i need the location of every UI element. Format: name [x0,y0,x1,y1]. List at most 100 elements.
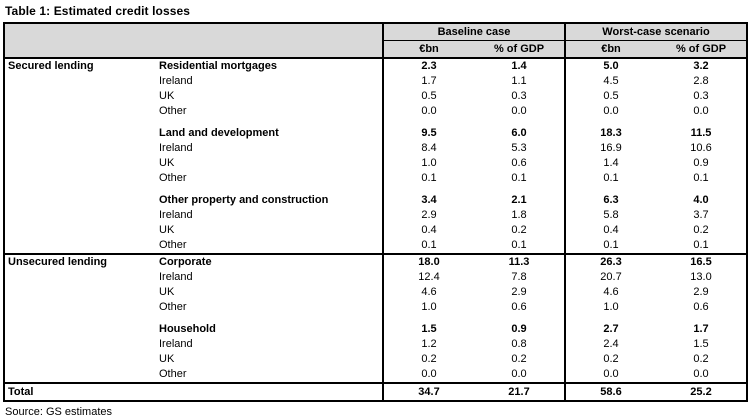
table-row: Unsecured lending Corporate 18.0 11.3 26… [4,253,747,383]
source-note: Source: GS estimates [5,406,112,418]
cell-value: 0.1 [693,239,709,251]
cell-value: 6.3 [564,186,656,208]
header-eurobn-baseline: €bn [382,40,474,59]
table-row: Ireland 12.4 7.8 20.7 13.0 [4,270,747,285]
cell-value: 2.3 [382,58,474,74]
row-label: Corporate [157,253,383,270]
table-row: Secured lending Residential mortgages 2.… [4,58,747,74]
cell-value: 3.7 [693,209,709,221]
cell-value: 0.2 [564,352,656,367]
cell-value: 2.8 [693,75,709,87]
cell-value: 2.9 [693,286,709,298]
row-label: Residential mortgages [159,60,277,72]
cell-value: 1.2 [382,337,474,352]
row-label: Land and development [159,127,279,139]
header-subcol-row: €bn % of GDP €bn % of GDP [4,40,747,59]
header-worst-case: Worst-case scenario [564,23,747,41]
row-label: Ireland [159,209,193,221]
cell-value: 1.1 [511,75,527,87]
cell-value: 0.1 [693,172,709,184]
credit-losses-table: Baseline case Worst-case scenario €bn % … [3,22,748,402]
table-row: UK 0.5 0.3 0.5 0.3 [4,89,747,104]
table-row: Other 0.1 0.1 0.1 0.1 [4,171,747,186]
cell-value: 0.2 [693,224,709,236]
row-label: Ireland [159,271,193,283]
table-row: Ireland 8.4 5.3 16.9 10.6 [4,141,747,156]
table-row: Other 0.0 0.0 0.0 0.0 [4,104,747,119]
cell-value: 0.8 [511,338,527,350]
total-value: 58.6 [564,382,656,401]
cell-value: 0.4 [382,223,474,238]
cell-value: 11.5 [690,127,712,139]
cell-value: 0.2 [693,353,709,365]
table-title: Table 1: Estimated credit losses [5,4,191,18]
table-row: Ireland 2.9 1.8 5.8 3.7 [4,208,747,223]
table-row: Land and development 9.5 6.0 18.3 11.5 [4,119,747,141]
cell-value: 1.8 [511,209,527,221]
row-label: UK [159,157,175,169]
cell-value: 0.9 [693,157,709,169]
cell-value: 0.1 [564,171,656,186]
header-eurobn-worst: €bn [564,40,656,59]
cell-value: 3.2 [693,60,709,72]
cell-value: 9.5 [382,119,474,141]
cell-value: 1.4 [511,60,527,72]
cell-value: 0.0 [382,104,474,119]
cell-value: 1.7 [693,323,709,335]
cell-value: 7.8 [511,271,527,283]
cell-value: 0.0 [693,105,709,117]
cell-value: 1.4 [564,156,656,171]
cell-value: 0.6 [511,301,527,313]
cell-value: 0.1 [511,239,527,251]
header-empty-cell [4,40,383,59]
cell-value: 18.0 [382,253,474,270]
cell-value: 4.6 [564,285,656,300]
cell-value: 20.7 [564,270,656,285]
cell-value: 1.0 [382,300,474,315]
cell-value: 1.0 [564,300,656,315]
cell-value: 2.4 [564,337,656,352]
table-row: Ireland 1.7 1.1 4.5 2.8 [4,74,747,89]
cell-value: 12.4 [382,270,474,285]
table-body: Secured lending Residential mortgages 2.… [4,58,747,401]
cell-value: 4.0 [693,194,709,206]
total-value: 21.7 [474,382,565,401]
section-label-unsecured: Unsecured lending [4,253,157,383]
cell-value: 13.0 [690,271,712,283]
cell-value: 0.0 [564,367,656,383]
table-header: Baseline case Worst-case scenario €bn % … [4,23,747,59]
row-label: Other [159,172,187,184]
cell-value: 0.5 [564,89,656,104]
cell-value: 8.4 [382,141,474,156]
row-label: UK [159,90,175,102]
row-label: Household [159,323,216,335]
table-row: UK 1.0 0.6 1.4 0.9 [4,156,747,171]
total-row: Total 34.7 21.7 58.6 25.2 [4,382,747,401]
cell-value: 26.3 [564,253,656,270]
header-pct-gdp-baseline: % of GDP [474,40,565,59]
cell-value: 2.1 [511,194,527,206]
cell-value: 0.0 [693,368,709,380]
cell-value: 0.0 [511,105,527,117]
section-label-secured: Secured lending [8,60,94,72]
cell-value: 0.9 [511,323,527,335]
cell-value: 2.9 [382,208,474,223]
total-value: 34.7 [382,382,474,401]
header-baseline-case: Baseline case [382,23,565,41]
cell-value: 0.4 [564,223,656,238]
table-row: UK 0.2 0.2 0.2 0.2 [4,352,747,367]
table-row: Other property and construction 3.4 2.1 … [4,186,747,208]
cell-value: 2.7 [564,315,656,337]
cell-value: 0.2 [382,352,474,367]
cell-value: 0.0 [382,367,474,383]
cell-value: 0.6 [693,301,709,313]
table-row: Household 1.5 0.9 2.7 1.7 [4,315,747,337]
row-label: Other [159,301,187,313]
cell-value: 1.5 [693,338,709,350]
cell-value: 0.2 [511,353,527,365]
row-label: UK [159,224,175,236]
cell-value: 16.9 [564,141,656,156]
table-row: Other 1.0 0.6 1.0 0.6 [4,300,747,315]
cell-value: 16.5 [656,253,747,270]
